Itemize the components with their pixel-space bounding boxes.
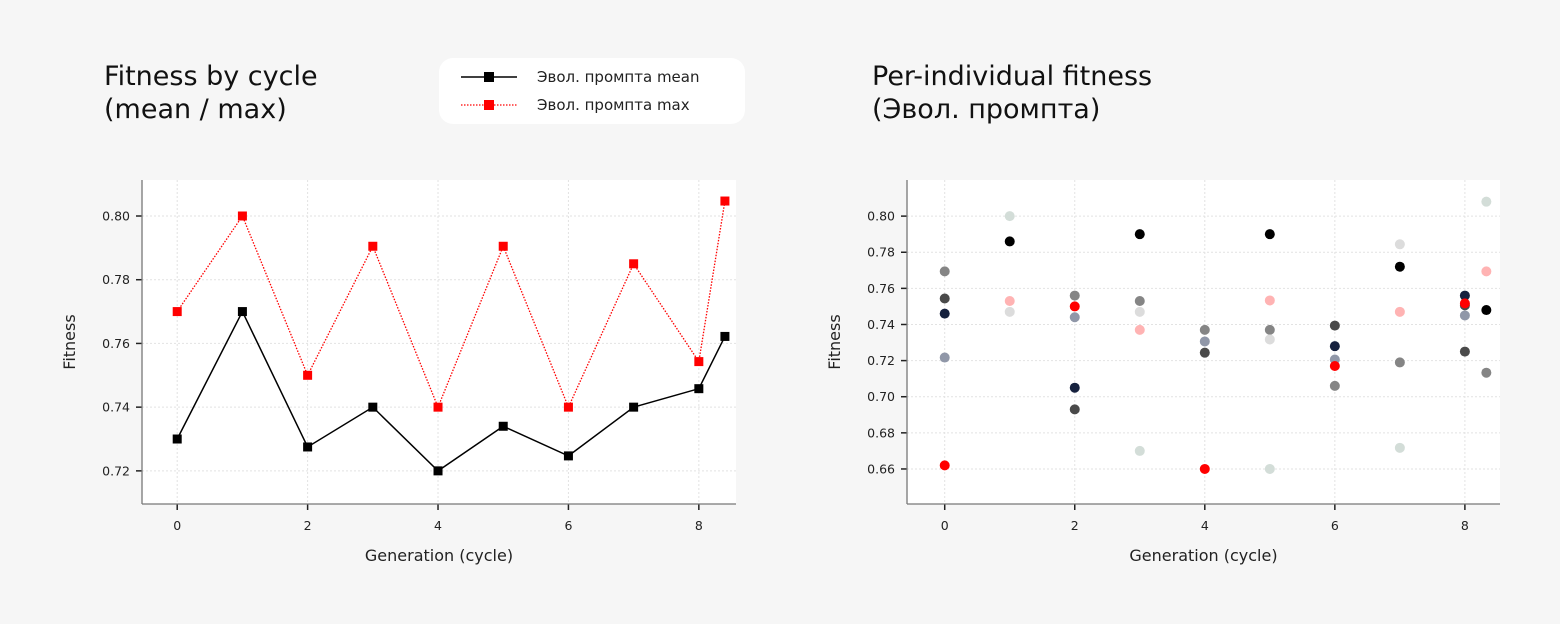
data-point-marker	[498, 241, 508, 251]
data-point-marker	[237, 307, 247, 317]
data-point-marker	[563, 402, 573, 412]
plot-area	[142, 180, 736, 504]
legend-label-mean: Эвол. промпта mean	[537, 68, 700, 86]
x-tick-label: 2	[304, 518, 312, 533]
x-tick-label: 6	[564, 518, 572, 533]
x-tick-label: 4	[434, 518, 442, 533]
data-point-marker	[303, 442, 313, 452]
data-point-marker	[303, 370, 313, 380]
data-point-marker	[237, 211, 247, 221]
y-tick-label: 0.74	[102, 400, 130, 415]
data-point-marker	[720, 196, 730, 206]
data-point-marker	[720, 331, 730, 341]
y-axis-label: Fitness	[60, 314, 79, 369]
left-chart-title: Fitness by cycle (mean / max)	[104, 61, 318, 125]
legend-item-mean: Эвол. промпта mean	[439, 66, 699, 88]
data-point-marker	[368, 402, 378, 412]
data-point-marker	[433, 466, 443, 476]
series-line	[176, 200, 726, 409]
x-tick-label: 0	[173, 518, 181, 533]
data-point-marker	[694, 357, 704, 367]
legend-label-max: Эвол. промпта max	[537, 96, 690, 114]
y-tick-label: 0.78	[102, 272, 130, 287]
series-line	[176, 309, 726, 472]
data-point-marker	[433, 402, 443, 412]
y-tick-label: 0.80	[102, 209, 130, 224]
data-point-marker	[172, 434, 182, 444]
data-point-marker	[629, 259, 639, 269]
legend: Эвол. промпта mean Эвол. промпта max	[439, 58, 745, 124]
right-chart-title: Per-individual fitness (Эвол. промпта)	[872, 61, 1153, 125]
x-tick-label: 8	[695, 518, 703, 533]
x-axis-label: Generation (cycle)	[365, 546, 513, 565]
legend-item-max: Эвол. промпта max	[439, 94, 690, 116]
legend-marker-max	[461, 100, 517, 110]
data-point-marker	[368, 241, 378, 251]
data-point-marker	[498, 421, 508, 431]
legend-marker-mean	[461, 72, 517, 82]
y-tick-label: 0.76	[102, 336, 130, 351]
data-point-marker	[629, 402, 639, 412]
y-tick-label: 0.72	[102, 463, 130, 478]
data-point-marker	[694, 384, 704, 394]
data-point-marker	[172, 307, 182, 317]
data-point-marker	[563, 451, 573, 461]
